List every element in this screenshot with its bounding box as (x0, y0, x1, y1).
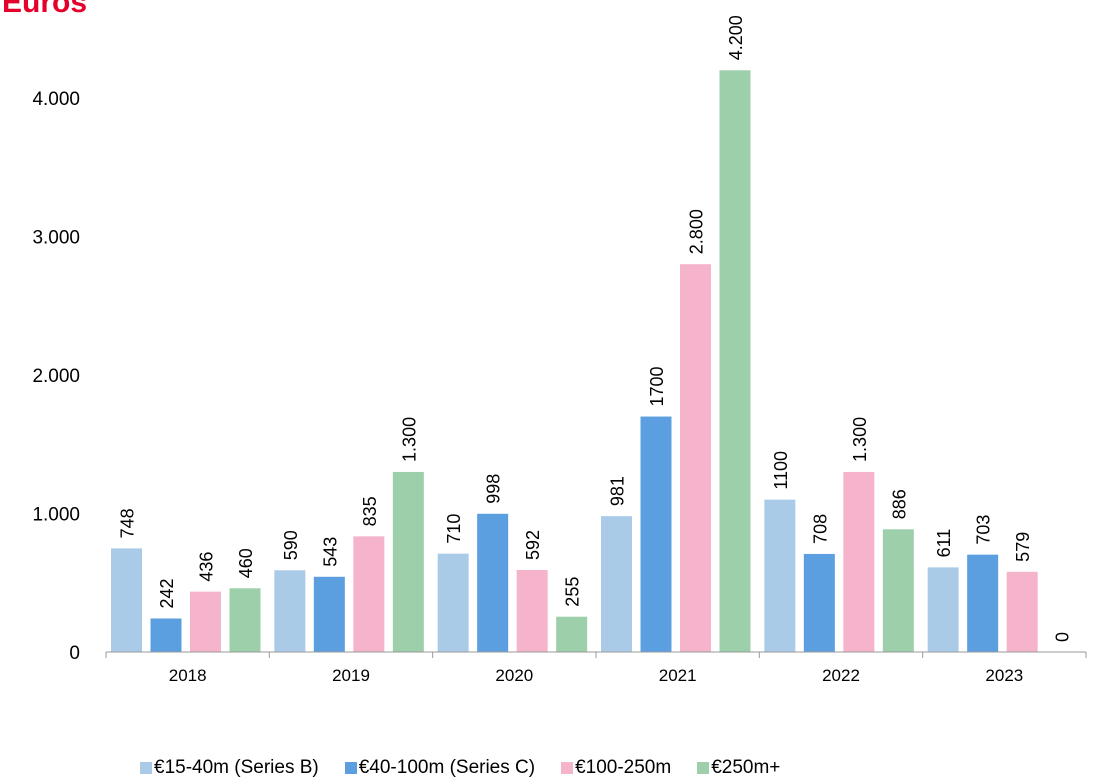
x-tick-label: 2021 (659, 666, 697, 685)
bar (719, 70, 751, 653)
y-tick-label: 1.000 (32, 505, 80, 526)
legend-swatch (697, 762, 710, 774)
data-label: 0 (1053, 632, 1073, 642)
data-label: 579 (1013, 532, 1033, 562)
data-label: 998 (484, 474, 504, 504)
chart-title: Euros (2, 0, 88, 19)
y-tick-label: 4.000 (32, 89, 80, 110)
x-tick-label: 2022 (822, 666, 860, 685)
bar (803, 553, 835, 652)
bar (516, 570, 548, 652)
y-tick-label: 3.000 (32, 228, 80, 249)
bar (392, 471, 424, 652)
legend-item: €15-40m (Series B) (140, 757, 319, 779)
data-label: 543 (320, 537, 340, 567)
data-label: 590 (281, 530, 301, 560)
bar (843, 471, 875, 652)
data-label: 436 (197, 552, 217, 582)
data-label: 242 (157, 578, 177, 608)
bar (274, 570, 306, 652)
x-tick-label: 2023 (985, 666, 1023, 685)
bar (190, 591, 221, 652)
data-label: 886 (889, 489, 909, 519)
legend-label: €250m+ (711, 757, 781, 778)
data-label: 708 (810, 514, 830, 544)
data-label: 835 (360, 496, 380, 526)
bar (111, 548, 142, 652)
legend: €15-40m (Series B) €40-100m (Series C) €10… (140, 757, 806, 779)
y-tick-label: 0 (69, 643, 80, 664)
data-label: 611 (934, 529, 954, 558)
data-label: 1.300 (850, 417, 870, 462)
bar (150, 618, 182, 652)
bar (764, 499, 796, 652)
data-label: 748 (118, 508, 138, 538)
data-label: 1100 (771, 451, 791, 490)
bar (229, 588, 261, 652)
bar (967, 554, 999, 652)
data-label: 592 (523, 530, 543, 560)
data-label: 460 (236, 548, 256, 578)
legend-label: €40-100m (Series C) (358, 757, 536, 778)
bar-chart: 0 1.000 2.000 3.000 4.000 748 590 710 981 1100 611… (32, 15, 1087, 685)
bar (353, 536, 385, 652)
bar (437, 553, 469, 652)
data-label: 981 (608, 476, 628, 506)
data-label: 703 (974, 515, 994, 545)
bar (1006, 571, 1038, 652)
data-label: 255 (563, 577, 583, 607)
data-label: 710 (444, 514, 464, 544)
legend-label: €100-250m (575, 757, 672, 778)
x-tick-label: 2020 (495, 666, 533, 685)
x-tick-label: 2019 (332, 666, 370, 685)
data-label: 1700 (647, 367, 667, 407)
bar (601, 516, 632, 652)
bar (927, 567, 959, 652)
data-label: 4.200 (726, 15, 746, 60)
legend-swatch (344, 762, 357, 774)
bar (556, 616, 588, 652)
legend-item: €250m+ (697, 757, 780, 779)
legend-swatch (561, 762, 574, 774)
data-label: 1.300 (399, 417, 419, 462)
legend-swatch (140, 762, 152, 774)
data-label: 2.800 (687, 209, 707, 254)
bar (680, 264, 711, 652)
bar (313, 576, 345, 652)
y-tick-label: 2.000 (32, 366, 80, 387)
bar (640, 416, 672, 652)
legend-item: €40-100m (Series C) (344, 757, 536, 779)
bar (477, 513, 509, 652)
legend-label: €15-40m (Series B) (154, 757, 319, 778)
legend-item: €100-250m (561, 757, 671, 779)
bar (882, 529, 914, 652)
x-tick-label: 2018 (169, 666, 207, 685)
